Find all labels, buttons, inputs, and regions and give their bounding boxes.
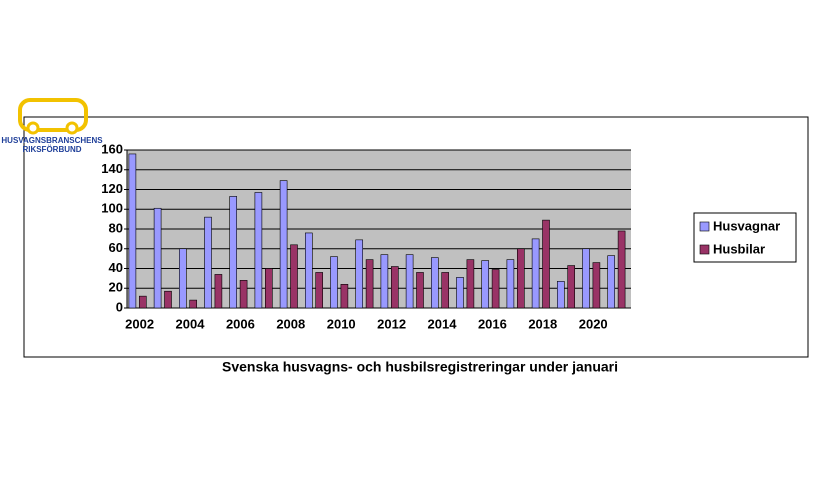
bar [290, 244, 298, 309]
x-tick-label: 2002 [125, 316, 154, 331]
bar [430, 257, 439, 309]
x-tick-label: 2016 [478, 316, 507, 331]
bar [441, 272, 450, 309]
x-tick-label: 2004 [176, 316, 206, 331]
bar [390, 266, 399, 309]
bar [491, 269, 500, 309]
bar [481, 260, 490, 309]
bar [405, 254, 414, 309]
bar [264, 268, 273, 309]
bar [239, 280, 248, 309]
bar [254, 192, 263, 309]
bar [340, 283, 349, 309]
y-tick-label: 80 [109, 220, 123, 235]
bar [466, 259, 475, 309]
legend-swatch [699, 221, 710, 232]
x-tick-label: 2008 [276, 316, 305, 331]
bar [330, 256, 338, 309]
bar [542, 219, 550, 309]
x-tick-label: 2010 [327, 316, 356, 331]
bar [617, 230, 626, 309]
chart-frame [23, 116, 809, 358]
bar [556, 281, 565, 309]
bar [153, 207, 162, 309]
y-tick-label: 140 [101, 161, 123, 176]
x-tick-label: 2018 [528, 316, 557, 331]
y-tick-label: 100 [101, 201, 123, 216]
chart-title: Svenska husvagns- och husbilsregistrerin… [222, 359, 618, 375]
legend-label: Husbilar [713, 241, 765, 256]
bar [128, 153, 137, 309]
bar [516, 248, 525, 309]
bar [607, 255, 616, 309]
logo-icon [18, 98, 88, 132]
x-tick-label: 2014 [428, 316, 458, 331]
bar [380, 254, 389, 309]
bar [531, 238, 540, 309]
y-tick-label: 40 [109, 260, 123, 275]
bar [567, 265, 576, 309]
bar [214, 274, 223, 309]
y-tick-label: 160 [101, 141, 123, 156]
bar [189, 299, 197, 309]
bar [204, 216, 212, 309]
y-tick-label: 20 [109, 280, 123, 295]
logo-text: RIKSFÖRBUND [22, 145, 81, 154]
x-tick-label: 2012 [377, 316, 406, 331]
y-tick-label: 60 [109, 240, 123, 255]
logo-text: HUSVAGNSBRANSCHENS [1, 136, 103, 145]
legend-swatch [699, 244, 710, 255]
bar [179, 248, 187, 309]
bar [506, 259, 515, 309]
bar [582, 248, 590, 309]
y-tick-label: 120 [101, 181, 123, 196]
bar [304, 232, 313, 309]
bar [416, 272, 424, 309]
bar [164, 290, 172, 309]
x-tick-label: 2020 [579, 316, 608, 331]
bar [139, 295, 147, 309]
logo-wheel [26, 121, 40, 135]
x-tick-label: 2006 [226, 316, 255, 331]
y-tick-label: 0 [116, 299, 123, 314]
bar [365, 259, 374, 309]
bar [229, 196, 237, 309]
bar [315, 272, 324, 309]
logo-wheel [65, 121, 79, 135]
bar [456, 277, 464, 309]
legend [693, 212, 797, 263]
bar [279, 180, 288, 309]
bar [355, 239, 364, 309]
bar [592, 262, 601, 309]
logo: HUSVAGNSBRANSCHENS RIKSFÖRBUND [1, 98, 103, 154]
legend-label: Husvagnar [713, 218, 780, 233]
